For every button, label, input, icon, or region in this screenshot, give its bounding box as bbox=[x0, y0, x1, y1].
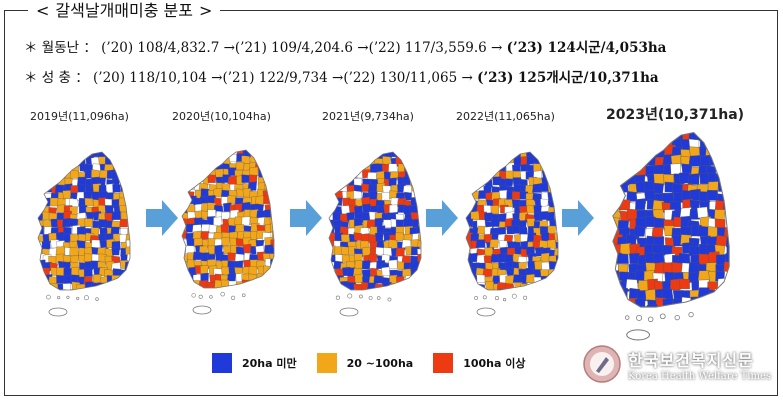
line-latest: (’23) 124시군/4,053ha bbox=[506, 40, 667, 56]
line-values: (’20) 118/10,104 →(’21) 122/9,734 →(’22)… bbox=[93, 70, 473, 86]
year-label-2021: 2021년(9,734ha) bbox=[322, 110, 414, 123]
map-legend: 20ha 미만 20 ~100ha 100ha 이상 bbox=[212, 353, 546, 373]
line-values: (’20) 108/4,832.7 →(’21) 109/4,204.6 →(’… bbox=[101, 40, 503, 56]
arrow-icon bbox=[562, 200, 594, 236]
title-open-bracket: < bbox=[36, 1, 50, 20]
year-label-2022: 2022년(11,065ha) bbox=[456, 110, 555, 123]
map-2020 bbox=[181, 149, 275, 315]
legend-item-under-20ha: 20ha 미만 bbox=[212, 353, 297, 373]
legend-label: 20ha 미만 bbox=[242, 357, 297, 370]
legend-label: 20 ~100ha bbox=[346, 356, 414, 370]
map-2022 bbox=[465, 151, 559, 317]
overwintering-eggs-line: ＊ 월동난 ： (’20) 108/4,832.7 →(’21) 109/4,2… bbox=[24, 36, 666, 56]
legend-swatch bbox=[212, 353, 232, 373]
map-2019 bbox=[37, 151, 131, 317]
map-2021 bbox=[328, 151, 422, 317]
map-2023 bbox=[612, 131, 730, 341]
title-text: 갈색날개매미충 분포 bbox=[55, 1, 193, 20]
line-label: ＊ 성 충 ： bbox=[24, 70, 89, 86]
content-frame bbox=[4, 10, 778, 396]
watermark-korean: 한국보건복지신문 bbox=[628, 350, 754, 370]
section-title: < 갈색날개매미충 분포 > bbox=[28, 0, 221, 22]
line-latest: (’23) 125개시군/10,371ha bbox=[477, 70, 659, 86]
title-close-bracket: > bbox=[198, 1, 213, 20]
line-label: ＊ 월동난 ： bbox=[24, 40, 97, 56]
legend-item-20-100ha: 20 ~100ha bbox=[316, 353, 414, 373]
watermark: 한국보건복지신문 Korea Health Welfare Times bbox=[582, 344, 771, 384]
year-label-2023: 2023년(10,371ha) bbox=[606, 107, 745, 123]
legend-item-over-100ha: 100ha 이상 bbox=[433, 353, 526, 373]
pen-logo-icon bbox=[583, 345, 621, 383]
legend-swatch bbox=[433, 353, 454, 373]
arrow-icon bbox=[426, 200, 458, 236]
watermark-english: Korea Health Welfare Times bbox=[628, 370, 772, 382]
legend-label: 100ha 이상 bbox=[463, 357, 526, 370]
arrow-icon bbox=[290, 200, 322, 236]
arrow-icon bbox=[146, 200, 178, 236]
adults-line: ＊ 성 충 ： (’20) 118/10,104 →(’21) 122/9,73… bbox=[24, 66, 659, 86]
legend-swatch bbox=[316, 353, 337, 373]
year-label-2019: 2019년(11,096ha) bbox=[30, 110, 129, 123]
year-label-2020: 2020년(10,104ha) bbox=[172, 110, 271, 123]
